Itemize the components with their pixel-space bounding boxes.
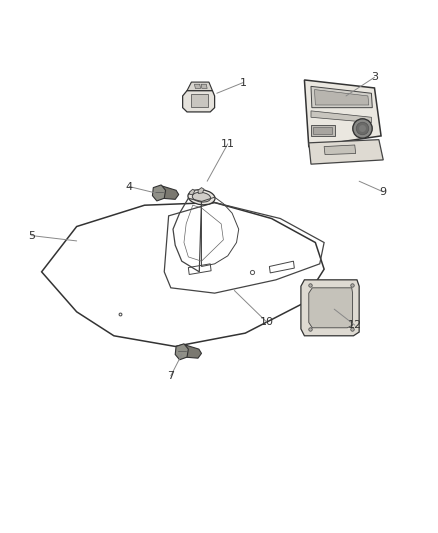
Polygon shape — [152, 185, 166, 201]
Text: 11: 11 — [221, 139, 235, 149]
Polygon shape — [313, 127, 332, 134]
Polygon shape — [175, 344, 188, 360]
Polygon shape — [304, 80, 381, 147]
Text: 1: 1 — [240, 78, 247, 87]
Polygon shape — [187, 82, 212, 91]
Ellipse shape — [188, 190, 215, 205]
Text: 7: 7 — [167, 371, 174, 381]
Polygon shape — [201, 84, 207, 88]
Polygon shape — [324, 145, 356, 155]
Polygon shape — [180, 345, 201, 358]
Polygon shape — [198, 188, 204, 193]
Polygon shape — [311, 125, 335, 136]
Polygon shape — [158, 186, 179, 199]
Polygon shape — [183, 91, 215, 112]
Ellipse shape — [192, 192, 211, 202]
Polygon shape — [314, 90, 369, 105]
Text: 10: 10 — [260, 318, 274, 327]
Polygon shape — [311, 86, 372, 108]
Text: 3: 3 — [371, 72, 378, 82]
Polygon shape — [309, 140, 383, 164]
Text: 5: 5 — [28, 231, 35, 240]
Text: 4: 4 — [126, 182, 133, 191]
Polygon shape — [301, 280, 359, 336]
Polygon shape — [194, 84, 201, 88]
Polygon shape — [311, 111, 371, 123]
Text: 12: 12 — [348, 320, 362, 330]
Text: 9: 9 — [380, 187, 387, 197]
Polygon shape — [190, 189, 195, 195]
Polygon shape — [191, 94, 208, 107]
Polygon shape — [309, 288, 353, 328]
